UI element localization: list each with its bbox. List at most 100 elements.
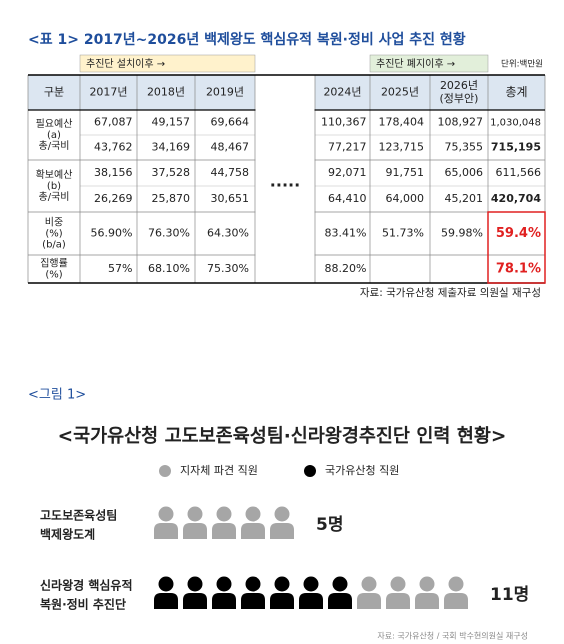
row-label: (b/a) (42, 240, 66, 251)
table-cell: 92,071 (328, 166, 367, 179)
table-cell: 30,651 (211, 192, 250, 205)
band-after-label: 추진단 폐지이후 → (376, 58, 455, 70)
header-cell: 2026년 (440, 79, 478, 92)
person-body (328, 593, 352, 609)
person-icon (328, 576, 352, 609)
person-head (332, 576, 348, 592)
person-body (154, 593, 178, 609)
person-body (183, 523, 207, 539)
row-label: 집행률 (40, 258, 68, 270)
header-cell: 2018년 (147, 86, 185, 99)
table-cell: 75,355 (445, 141, 484, 154)
legend-marker (159, 465, 171, 477)
legend-label: 지자체 파견 직원 (180, 464, 258, 477)
person-body (154, 523, 178, 539)
person-head (158, 506, 174, 522)
figure-title: <국가유산청 고도보존육성팀·신라왕경추진단 인력 현황> (58, 426, 507, 447)
row-label: 총/국비 (39, 191, 70, 203)
person-body (299, 593, 323, 609)
row-label: (%) (45, 270, 62, 281)
person-head (303, 576, 319, 592)
figure-row-label: 신라왕경 핵심유적 (40, 578, 133, 593)
figure-row-label: 백제왕도계 (40, 527, 95, 542)
header-cell: 총계 (505, 85, 527, 99)
person-head (158, 576, 174, 592)
person-head (419, 576, 435, 592)
ellipsis: ····· (270, 176, 300, 195)
table-cell: 59.98% (441, 227, 483, 240)
person-body (386, 593, 410, 609)
table-title: <표 1> 2017년~2026년 백제왕도 핵심유적 복원·정비 사업 추진 … (28, 31, 466, 48)
table-cell: 611,566 (496, 166, 542, 179)
table-cell: 715,195 (491, 141, 541, 154)
row-label: 비중 (45, 217, 63, 229)
table-cell: 59.4% (496, 226, 541, 241)
figure-row-total: 5명 (316, 515, 343, 535)
person-head (390, 576, 406, 592)
table-cell: 65,006 (445, 166, 484, 179)
header-cell: 2024년 (323, 86, 361, 99)
table-cell: 91,751 (386, 166, 425, 179)
highlight-box (487, 211, 546, 284)
table-cell: 77,217 (328, 141, 367, 154)
row-label: (b) (47, 181, 61, 192)
table-cell: 68.10% (148, 262, 190, 275)
table-cell: 49,157 (152, 116, 191, 129)
row-label: 확보예산 (36, 169, 73, 181)
table-cell: 76.30% (148, 227, 190, 240)
person-head (245, 506, 261, 522)
table-cell: 108,927 (438, 116, 484, 129)
dots-col-cover (255, 76, 315, 282)
person-body (241, 523, 265, 539)
person-body (241, 593, 265, 609)
header-cell: 2025년 (381, 86, 419, 99)
table-cell: 78.1% (496, 262, 541, 277)
person-body (270, 523, 294, 539)
row-label: 필요예산 (36, 118, 73, 130)
table-cell: 44,758 (211, 166, 250, 179)
table-cell: 37,528 (152, 166, 191, 179)
table-source: 자료: 국가유산청 제출자료 의원실 재구성 (360, 287, 541, 299)
table-cell: 51.73% (382, 227, 424, 240)
person-icon (386, 576, 410, 609)
person-icon (183, 506, 207, 539)
table-cell: 64,410 (328, 192, 367, 205)
person-icon (415, 576, 439, 609)
person-icon (154, 506, 178, 539)
table-cell: 110,367 (321, 116, 367, 129)
legend-label: 국가유산청 직원 (325, 464, 399, 477)
person-body (444, 593, 468, 609)
table-cell: 1,030,048 (490, 118, 541, 129)
header-cell: 2019년 (206, 86, 244, 99)
header-cell: 2017년 (89, 86, 127, 99)
table-cell: 88.20% (325, 262, 367, 275)
person-icon (241, 506, 265, 539)
person-icon (444, 576, 468, 609)
table-cell: 26,269 (94, 192, 133, 205)
person-head (216, 576, 232, 592)
person-body (415, 593, 439, 609)
table-cell: 38,156 (94, 166, 133, 179)
figure-row-label: 고도보존육성팀 (40, 508, 117, 523)
person-head (274, 506, 290, 522)
table-cell: 83.41% (325, 227, 367, 240)
row-label: (a) (47, 130, 61, 141)
band-before-label: 추진단 설치이후 → (86, 58, 165, 70)
table-cell: 64.30% (207, 227, 249, 240)
person-icon (270, 506, 294, 539)
person-icon (212, 576, 236, 609)
person-body (270, 593, 294, 609)
row-label: 총/국비 (39, 140, 70, 152)
person-head (187, 506, 203, 522)
header-cell: 구분 (44, 86, 64, 99)
person-head (448, 576, 464, 592)
person-body (212, 593, 236, 609)
unit-label: 단위:백만원 (501, 59, 543, 70)
table-cell: 34,169 (152, 141, 191, 154)
person-icon (212, 506, 236, 539)
person-icon (154, 576, 178, 609)
person-head (187, 576, 203, 592)
header-cell: (정부안) (440, 92, 479, 105)
person-body (183, 593, 207, 609)
